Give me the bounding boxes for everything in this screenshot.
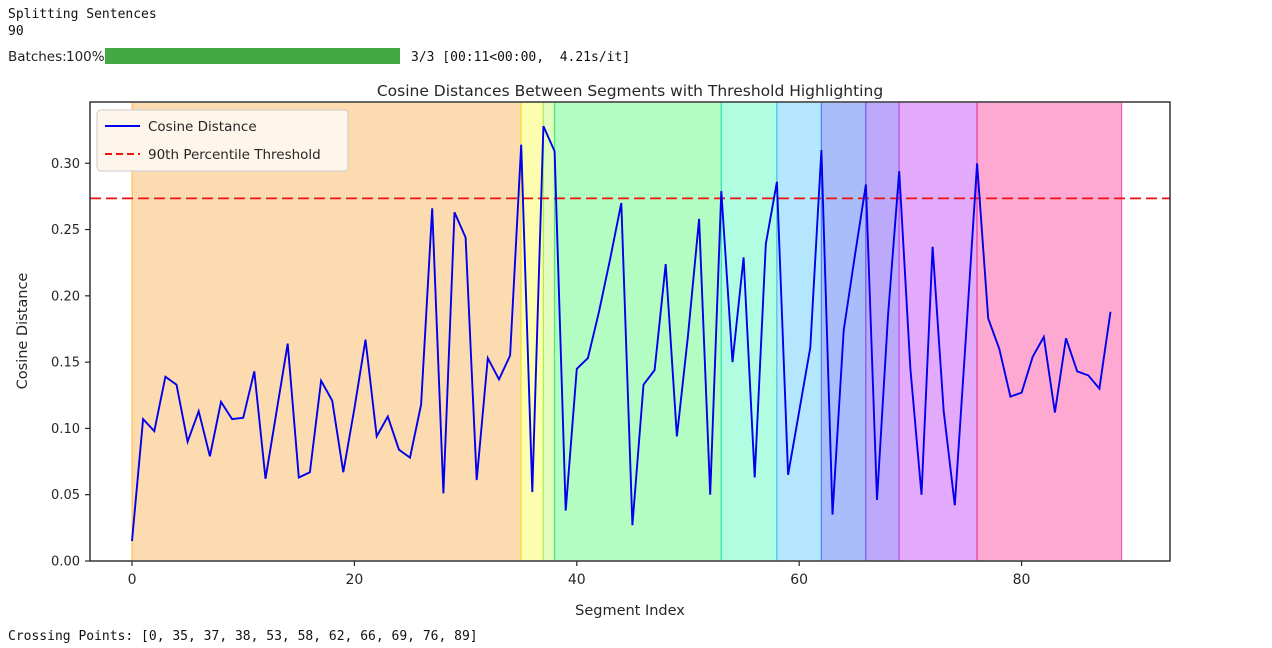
y-tick-label: 0.15 (51, 356, 80, 371)
y-tick-label: 0.10 (51, 422, 80, 437)
progress-bar-fill (105, 48, 400, 64)
chart-title: Cosine Distances Between Segments with T… (377, 82, 883, 100)
cosine-distance-line (131, 125, 1112, 542)
highlight-region (776, 102, 822, 561)
y-tick-label: 0.25 (51, 223, 80, 238)
crossing-points-text: Crossing Points: [0, 35, 37, 38, 53, 58,… (8, 629, 478, 644)
axis-ticks-layer: 0 20 40 60 80 0.00 0.05 0.10 0.15 0.20 0.25 0.30 (51, 157, 1030, 588)
status-count: 90 (8, 24, 24, 39)
highlight-region (977, 102, 1122, 561)
highlight-region (554, 102, 722, 561)
highlight-region (543, 102, 555, 561)
progress-bar-track (105, 48, 400, 64)
y-tick-label: 0.00 (51, 555, 80, 570)
x-tick-label: 20 (345, 572, 363, 588)
y-tick-label: 0.05 (51, 488, 80, 503)
x-tick-label: 0 (128, 572, 137, 588)
status-splitting-sentences: Splitting Sentences (8, 7, 157, 22)
y-axis-label: Cosine Distance (15, 273, 31, 390)
legend: Cosine Distance 90th Percentile Threshol… (96, 109, 349, 172)
axes-frame (89, 101, 1171, 562)
legend-label-cosine: Cosine Distance (148, 119, 257, 135)
x-tick-label: 40 (568, 572, 586, 588)
highlight-regions-layer (131, 102, 1123, 561)
x-tick-label: 80 (1013, 572, 1031, 588)
progress-batches-label: Batches: (8, 49, 67, 65)
legend-label-threshold: 90th Percentile Threshold (148, 147, 321, 163)
highlight-region (521, 102, 544, 561)
y-tick-label: 0.30 (51, 157, 80, 172)
x-tick-label: 60 (790, 572, 808, 588)
progress-stats-text: 3/3 [00:11<00:00, 4.21s/it] (411, 50, 631, 65)
x-axis-label: Segment Index (575, 603, 685, 619)
progress-percent: 100% (66, 49, 105, 65)
highlight-region (132, 102, 522, 561)
y-tick-label: 0.20 (51, 289, 80, 304)
